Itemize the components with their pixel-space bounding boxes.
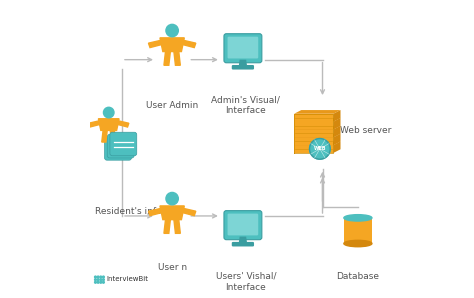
Text: InterviewBit: InterviewBit xyxy=(107,276,149,282)
Polygon shape xyxy=(294,134,340,137)
Circle shape xyxy=(310,139,330,159)
Ellipse shape xyxy=(344,240,372,247)
Circle shape xyxy=(102,276,104,278)
Circle shape xyxy=(100,281,101,283)
FancyBboxPatch shape xyxy=(232,242,254,246)
Polygon shape xyxy=(294,129,333,137)
Circle shape xyxy=(95,276,96,278)
Text: Users' Vishal/
Interface: Users' Vishal/ Interface xyxy=(216,272,276,292)
Polygon shape xyxy=(118,121,129,127)
FancyBboxPatch shape xyxy=(228,37,258,58)
Polygon shape xyxy=(239,237,246,243)
Polygon shape xyxy=(164,220,170,233)
Polygon shape xyxy=(294,145,333,153)
Polygon shape xyxy=(174,220,180,233)
Circle shape xyxy=(103,107,114,118)
Polygon shape xyxy=(333,110,340,122)
Text: User n: User n xyxy=(157,263,187,272)
FancyBboxPatch shape xyxy=(232,65,254,69)
Circle shape xyxy=(97,279,99,280)
Polygon shape xyxy=(174,52,180,65)
Text: Resident's info: Resident's info xyxy=(95,207,161,216)
Polygon shape xyxy=(333,126,340,137)
Polygon shape xyxy=(294,118,340,122)
Circle shape xyxy=(100,276,101,278)
FancyBboxPatch shape xyxy=(224,211,262,240)
Circle shape xyxy=(100,279,101,280)
Polygon shape xyxy=(333,134,340,145)
Polygon shape xyxy=(99,119,119,131)
FancyBboxPatch shape xyxy=(110,132,137,156)
Polygon shape xyxy=(239,60,246,66)
FancyBboxPatch shape xyxy=(224,34,262,63)
Circle shape xyxy=(102,279,104,280)
Polygon shape xyxy=(164,52,170,65)
Polygon shape xyxy=(160,38,184,52)
FancyBboxPatch shape xyxy=(105,137,131,160)
Ellipse shape xyxy=(344,215,372,221)
Polygon shape xyxy=(344,218,372,243)
Polygon shape xyxy=(294,122,333,129)
Circle shape xyxy=(97,281,99,283)
Polygon shape xyxy=(294,114,333,122)
Polygon shape xyxy=(294,137,333,145)
FancyBboxPatch shape xyxy=(107,134,134,158)
Polygon shape xyxy=(182,209,196,216)
Polygon shape xyxy=(333,142,340,153)
Polygon shape xyxy=(182,41,196,48)
FancyBboxPatch shape xyxy=(228,214,258,235)
Text: WEB: WEB xyxy=(314,146,326,151)
Polygon shape xyxy=(148,41,162,48)
Polygon shape xyxy=(102,131,107,142)
Circle shape xyxy=(97,276,99,278)
Polygon shape xyxy=(110,131,116,142)
Text: Admin's Visual/
Interface: Admin's Visual/ Interface xyxy=(211,95,280,115)
Text: Database: Database xyxy=(337,272,379,281)
Polygon shape xyxy=(160,206,184,220)
Polygon shape xyxy=(294,126,340,129)
Circle shape xyxy=(95,279,96,280)
Text: User Admin: User Admin xyxy=(146,101,198,110)
Polygon shape xyxy=(89,121,100,127)
Polygon shape xyxy=(294,142,340,145)
Circle shape xyxy=(95,281,96,283)
Circle shape xyxy=(166,24,178,37)
Polygon shape xyxy=(148,209,162,216)
Text: Web server: Web server xyxy=(340,126,392,135)
Circle shape xyxy=(166,193,178,205)
Polygon shape xyxy=(333,118,340,129)
Circle shape xyxy=(102,281,104,283)
Polygon shape xyxy=(294,110,340,114)
